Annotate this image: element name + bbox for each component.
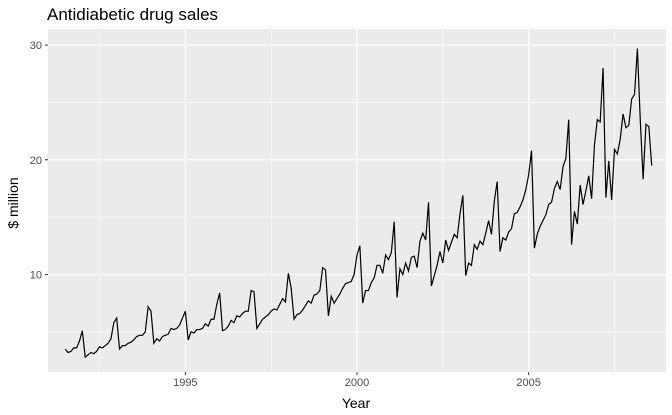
y-tick-label: 10	[30, 269, 42, 281]
y-axis-title: $ million	[5, 177, 21, 228]
chart-title: Antidiabetic drug sales	[47, 5, 218, 24]
y-tick-label: 30	[30, 40, 42, 52]
y-axis-ticks: 10 20 30	[30, 40, 48, 281]
x-axis-title: Year	[342, 395, 371, 411]
y-tick-label: 20	[30, 155, 42, 167]
x-tick-label: 2005	[516, 377, 540, 389]
x-axis-ticks: 1995 2000 2005	[173, 372, 541, 389]
major-gridlines	[48, 29, 666, 372]
x-tick-label: 1995	[173, 377, 197, 389]
series-line	[64, 48, 653, 359]
x-tick-label: 2000	[345, 377, 369, 389]
